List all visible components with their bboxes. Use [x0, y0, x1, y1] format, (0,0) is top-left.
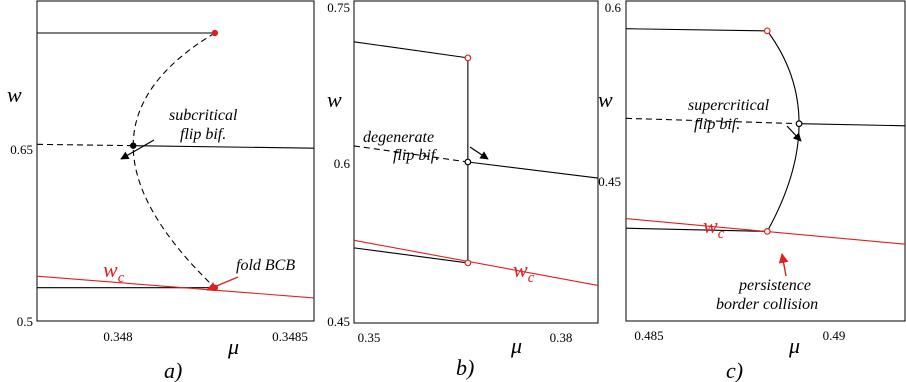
panel-b-ytick-1: 0.6: [334, 156, 351, 171]
panel-b-series-2: [353, 145, 468, 163]
panel-a-annotation-1: subcritical flip bif.: [169, 107, 241, 143]
panel-b-series-4: [353, 247, 468, 264]
panel-a-xlabel: μ: [227, 334, 239, 359]
panel-a-label: a): [164, 358, 182, 382]
panel-c-annotation-2-arrow: [778, 253, 789, 277]
panel-b-ylabel: w: [327, 87, 342, 112]
panel-b-series-3: [467, 161, 599, 179]
panel-a-points-layer: [130, 29, 219, 291]
panel-b-ytick-2: 0.45: [327, 314, 350, 329]
panel-a-ytick-1: 0.5: [17, 314, 33, 329]
panel-c-label: c): [726, 358, 743, 382]
panel-a-xtick-0: 0.348: [103, 329, 132, 344]
panel-c-annotation-1: supercritical flip bif.: [688, 97, 773, 133]
panel-a-ytick-0: 0.65: [10, 142, 33, 157]
panel-c-point-1: [795, 120, 803, 128]
panel-c-xtick-0: 0.485: [634, 328, 663, 343]
panel-a-point-0: [211, 29, 219, 37]
panel-b-annotation-1: degenerate flip bif.: [363, 129, 439, 164]
panel-a-series-3: [132, 32, 216, 289]
panel-b: 0.75 0.6 0.45 0.35 0.38 w μ b) degenerat…: [327, 0, 599, 380]
panel-c-series-2: [625, 117, 800, 125]
panel-b-series-5: [353, 239, 599, 286]
panel-c-ytick-0: 0.6: [605, 0, 622, 15]
panel-c-ylabel: w: [598, 87, 613, 112]
panel-a-series-5: [36, 275, 315, 299]
panel-a-xtick-1: 0.3485: [272, 329, 308, 344]
panel-c: 0.6 0.45 0.485 0.49 w μ c) supercritical…: [598, 0, 906, 382]
panel-b-xlabel: μ: [510, 333, 522, 358]
panel-a-series-1: [133, 145, 315, 149]
panel-c-series-0: [625, 28, 768, 32]
panel-b-xtick-0: 0.35: [358, 330, 381, 345]
panel-c-series-3: [799, 123, 906, 127]
panel-c-point-0: [763, 27, 771, 35]
panel-a-series-2: [36, 143, 134, 147]
panel-b-point-2: [464, 259, 472, 267]
panel-b-frame: [353, 0, 599, 324]
panel-b-ytick-0: 0.75: [327, 0, 350, 15]
panel-b-curve-label: wc: [513, 257, 535, 286]
panel-c-xlabel: μ: [788, 333, 800, 358]
panel-c-curve-label: wc: [703, 213, 725, 242]
panel-c-series-4: [625, 227, 768, 232]
panel-b-annotation-1-arrow: [469, 146, 489, 160]
panel-b-points-layer: [464, 54, 472, 267]
panel-a: 0.65 0.5 0.348 0.3485 w μ a) subcritical…: [7, 0, 315, 382]
panel-a-ylabel: w: [7, 82, 22, 107]
panel-c-annotation-1-arrow: [786, 125, 802, 142]
panel-c-points-layer: [763, 27, 803, 235]
panel-c-point-2: [763, 227, 771, 235]
panel-b-point-0: [464, 54, 472, 62]
panel-c-frame: [625, 0, 906, 322]
panel-b-xtick-1: 0.38: [550, 330, 573, 345]
panel-a-annotation-2-arrow: [206, 276, 239, 292]
panel-c-series-1: [766, 30, 800, 232]
panel-c-annotation-2: persistence border collision: [716, 277, 818, 313]
panel-a-point-1: [130, 142, 137, 149]
panel-b-label: b): [456, 355, 474, 380]
panel-c-ytick-1: 0.45: [598, 174, 621, 189]
panel-a-annotation-2: fold BCB: [236, 257, 295, 274]
panel-b-point-1: [464, 158, 472, 166]
panel-c-series-layer: [625, 28, 906, 245]
panel-b-series-layer: [353, 41, 599, 286]
panel-a-frame: [36, 0, 315, 322]
panel-b-series-0: [353, 41, 468, 59]
panel-a-annotation-1-arrow: [120, 139, 155, 160]
panel-a-curve-label: wc: [103, 257, 125, 286]
panel-c-xtick-1: 0.49: [823, 328, 846, 343]
